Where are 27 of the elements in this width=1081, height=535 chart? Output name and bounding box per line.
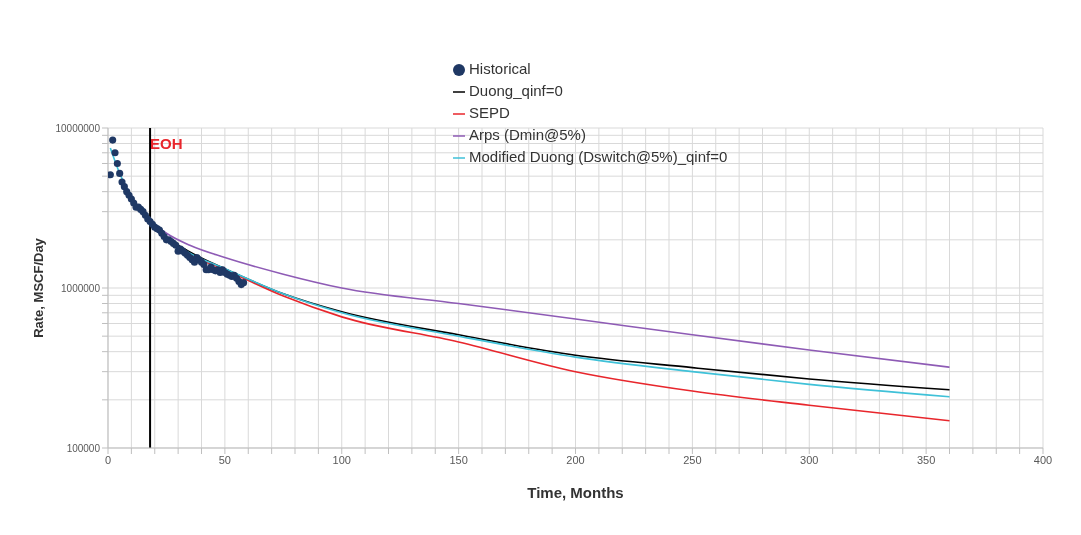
legend-label: Arps (Dmin@5%)	[469, 126, 586, 143]
y-axis-title: Rate, MSCF/Day	[30, 237, 46, 338]
legend-label: Duong_qinf=0	[469, 82, 563, 99]
legend-label: Historical	[469, 60, 531, 77]
x-tick-label: 150	[449, 453, 468, 466]
y-tick-label: 100000	[66, 442, 101, 454]
x-axis-title: Time, Months	[527, 484, 624, 501]
x-tick-label: 250	[683, 453, 702, 466]
point	[113, 159, 121, 168]
y-tick-label: 10000000	[55, 122, 101, 134]
legend-label: SEPD	[469, 104, 510, 121]
y-tick-label: 1000000	[61, 282, 101, 294]
legend-label: Modified Duong (Dswitch@5%)_qinf=0	[469, 148, 728, 165]
x-tick-label: 300	[800, 453, 819, 466]
point	[111, 149, 119, 157]
x-tick-label: 350	[916, 453, 936, 466]
line-series	[109, 147, 951, 398]
x-tick-label: 400	[1033, 453, 1053, 466]
x-tick-label: 0	[104, 453, 112, 466]
ref-line-label: EOH	[150, 134, 183, 152]
point	[120, 183, 128, 191]
x-tick-label: 100	[332, 453, 351, 466]
x-tick-label: 50	[218, 453, 231, 466]
point	[116, 169, 124, 177]
point	[108, 171, 114, 179]
point	[109, 136, 117, 144]
x-tick-label: 200	[566, 453, 585, 466]
